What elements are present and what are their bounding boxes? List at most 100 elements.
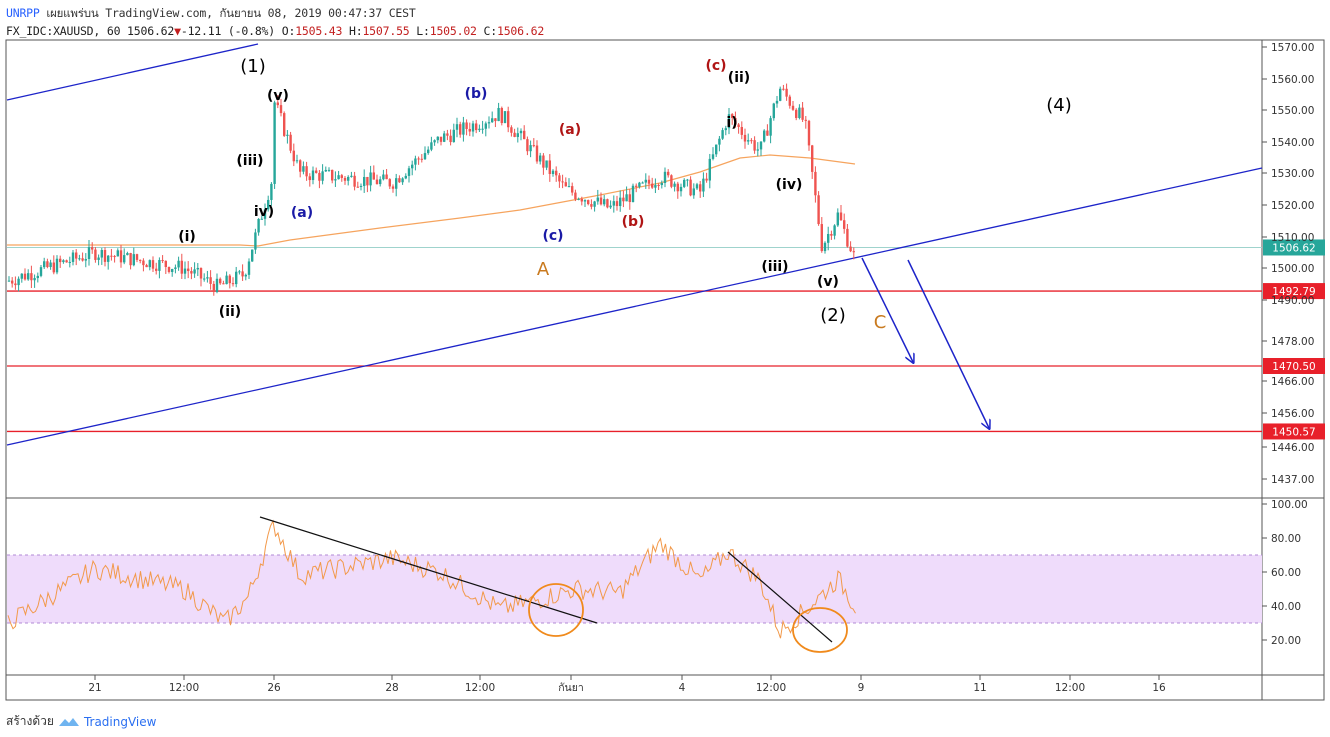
horizontal-levels[interactable]: 1492.79 1470.50 1450.57 1506.62 xyxy=(7,239,1325,440)
candle-body xyxy=(625,194,628,202)
candle-body xyxy=(462,122,465,135)
projection-arrow-2 xyxy=(907,259,989,428)
candle-body xyxy=(612,201,615,206)
rsi-axis[interactable]: 100.00 80.00 60.00 40.00 20.00 xyxy=(1262,499,1308,647)
candle-body xyxy=(833,225,836,236)
candle-body xyxy=(468,128,471,132)
candle-body xyxy=(321,171,324,181)
candle-body xyxy=(302,166,305,172)
candle-body xyxy=(203,278,206,280)
candle-body xyxy=(315,170,318,173)
level-price-tag xyxy=(1263,358,1325,374)
candle-body xyxy=(14,283,17,286)
candle-body xyxy=(532,145,535,147)
price-tick-label: 1466.00 xyxy=(1271,376,1314,388)
candle-body xyxy=(711,154,715,159)
candle-body xyxy=(827,233,830,243)
candle-body xyxy=(430,142,433,150)
candle-body xyxy=(836,212,839,226)
author-name[interactable]: UNRPP xyxy=(6,6,40,20)
candle-body xyxy=(334,179,337,181)
symbol-name[interactable]: FX_IDC:XAUUSD, 60 xyxy=(6,24,121,38)
candle-body xyxy=(551,170,555,175)
candle-body xyxy=(753,140,756,151)
candle-body xyxy=(187,268,190,272)
candle-body xyxy=(375,179,379,185)
candle-body xyxy=(49,262,52,268)
candle-body xyxy=(7,280,11,282)
candle-body xyxy=(478,128,481,131)
tradingview-brand[interactable]: TradingView xyxy=(83,714,157,729)
level-price-tag xyxy=(1263,283,1325,300)
wave-label: iv) xyxy=(254,204,274,220)
price-tick-label: 1510.00 xyxy=(1271,232,1314,244)
candle-body xyxy=(852,251,855,253)
candle-body xyxy=(158,260,161,271)
price-tick-label: 1530.00 xyxy=(1271,168,1314,180)
annotations[interactable] xyxy=(259,257,989,653)
candle-body xyxy=(654,185,657,188)
candle-body xyxy=(379,179,382,185)
candle-body xyxy=(820,224,823,252)
made-with-text: สร้างด้วย xyxy=(6,714,54,728)
price-tick-label: 1437.00 xyxy=(1271,474,1314,486)
candle-body xyxy=(107,255,110,262)
candle-body xyxy=(132,254,135,266)
candle-body xyxy=(823,242,827,252)
wave-label: i) xyxy=(726,115,737,131)
symbol-legend: FX_IDC:XAUUSD, 60 1506.62▼-12.11 (-0.8%)… xyxy=(6,24,544,38)
candle-body xyxy=(241,271,244,277)
candle-body xyxy=(603,199,606,205)
candle-body xyxy=(446,133,449,136)
candle-body xyxy=(267,199,270,210)
candle-body xyxy=(788,96,791,106)
candle-body xyxy=(561,181,564,183)
candle-body xyxy=(817,195,820,225)
wave-label: (v) xyxy=(267,88,289,104)
candle-body xyxy=(388,179,391,187)
wave-labels[interactable]: (1)(v)(iii)iv)(i)(ii)(a)(b)(c)A(a)(b)(c)… xyxy=(178,56,1072,333)
rsi-tick-label: 80.00 xyxy=(1271,533,1301,545)
price-change: -12.11 (-0.8%) xyxy=(180,24,275,38)
candle-body xyxy=(62,260,65,263)
candle-body xyxy=(391,186,395,189)
rsi-band xyxy=(7,555,1262,623)
candle-body xyxy=(84,259,87,261)
trend-lines[interactable] xyxy=(6,43,1263,446)
tradingview-logo-icon[interactable] xyxy=(58,716,80,728)
candle-body xyxy=(500,107,503,124)
candle-body xyxy=(164,260,167,268)
candle-body xyxy=(372,172,375,180)
level-price-tag-label: 1450.57 xyxy=(1272,426,1315,438)
candle-body xyxy=(423,153,427,160)
candle-body xyxy=(343,177,347,181)
candle-body xyxy=(740,126,743,135)
candle-body xyxy=(772,103,775,119)
candle-body xyxy=(116,250,119,257)
time-axis[interactable]: 21 12:00 26 28 12:00 กันยา 4 12:00 9 11 12:00 16 xyxy=(88,675,1166,694)
price-tick-label: 1560.00 xyxy=(1271,74,1314,86)
price-tick-label: 1478.00 xyxy=(1271,336,1314,348)
candle-body xyxy=(225,275,228,285)
candle-body xyxy=(811,145,814,172)
candle-body xyxy=(161,260,164,262)
candle-body xyxy=(526,139,529,152)
wave-label: (a) xyxy=(559,122,581,138)
candle-body xyxy=(366,176,369,186)
down-arrow-icon: ▼ xyxy=(174,24,181,38)
candle-body xyxy=(97,257,100,260)
time-tick-label: 9 xyxy=(858,682,865,694)
wave-label: A xyxy=(537,259,550,280)
candle-body xyxy=(36,275,39,279)
candle-body xyxy=(737,124,740,127)
last-price-tag xyxy=(1263,239,1325,256)
price-axis[interactable]: 1570.00 1560.00 1550.00 1540.00 1530.00 1520.… xyxy=(1262,42,1314,486)
candle-body xyxy=(270,183,273,200)
time-tick-label: 12:00 xyxy=(756,682,786,694)
price-tick-label: 1520.00 xyxy=(1271,200,1314,212)
price-tick-label: 1500.00 xyxy=(1271,263,1314,275)
candle-body xyxy=(126,253,129,256)
rsi-tick-label: 100.00 xyxy=(1271,499,1308,511)
candlesticks[interactable] xyxy=(7,83,855,296)
